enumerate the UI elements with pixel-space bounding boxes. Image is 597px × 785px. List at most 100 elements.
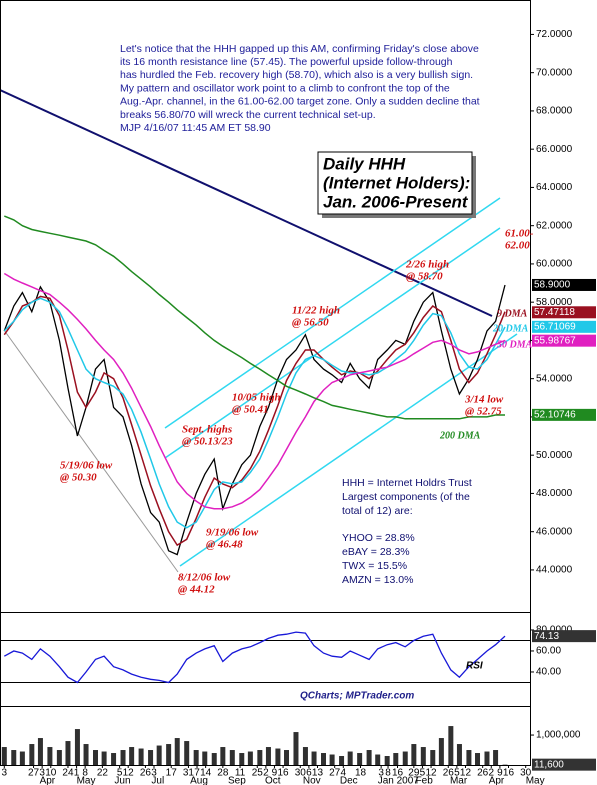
y-tick-label: 48.0000 bbox=[536, 488, 573, 499]
price-line bbox=[3, 284, 506, 556]
x-tick-label: 26 bbox=[443, 768, 455, 779]
x-tick-label: 3 bbox=[151, 768, 157, 779]
annotation: 2/26 high bbox=[405, 259, 449, 271]
annotation: 8/12/06 low bbox=[178, 572, 231, 584]
commentary-line: its 16 month resistance line (57.45). Th… bbox=[120, 56, 453, 68]
x-tick-label: 8 bbox=[385, 768, 391, 779]
title-line: Daily HHH bbox=[323, 154, 406, 173]
x-tick-label: 5 bbox=[454, 768, 460, 779]
volume-bar bbox=[265, 747, 271, 765]
volume-bar bbox=[347, 751, 353, 765]
annotation: 9/19/06 low bbox=[206, 527, 259, 539]
x-tick-label: 26 bbox=[477, 768, 489, 779]
annotation: 10/05 high bbox=[232, 392, 281, 404]
annotation: @ 44.12 bbox=[178, 584, 215, 596]
volume-bar bbox=[129, 747, 135, 765]
x-tick-label: 28 bbox=[217, 768, 229, 779]
volume-bar bbox=[83, 744, 89, 765]
trend-lines bbox=[0, 89, 518, 573]
volume-bar bbox=[202, 751, 208, 765]
volume-bar bbox=[47, 747, 53, 765]
volume-bar bbox=[148, 750, 154, 765]
x-tick-label: 14 bbox=[200, 768, 212, 779]
month-label: May bbox=[526, 776, 545, 785]
annotation: 5/19/06 low bbox=[60, 460, 113, 472]
x-tick-label: 3 bbox=[39, 768, 45, 779]
last-value-box bbox=[532, 408, 596, 421]
annotation: @ 50.13/23 bbox=[182, 436, 233, 448]
annotation: 3/14 low bbox=[464, 394, 504, 406]
month-label: Sep bbox=[228, 776, 246, 785]
volume-bar bbox=[484, 751, 490, 765]
volume-bar bbox=[1, 747, 7, 765]
annotation: @ 50.30 bbox=[60, 472, 97, 484]
series-line bbox=[4, 215, 505, 420]
annotation: 61.00- bbox=[505, 228, 534, 240]
last-value-label: 56.71069 bbox=[534, 321, 576, 332]
last-value-box bbox=[532, 306, 596, 319]
volume-bar bbox=[220, 747, 226, 765]
volume-bar bbox=[466, 750, 472, 765]
commentary-line: Aug.-Apr. channel, in the 61.00-62.00 ta… bbox=[120, 96, 480, 108]
last-value-box bbox=[532, 334, 596, 347]
volume-bar bbox=[120, 750, 126, 765]
info-line: eBAY = 28.3% bbox=[342, 546, 410, 558]
volume-bar bbox=[74, 729, 80, 765]
last-value-box bbox=[532, 758, 596, 771]
last-value-box bbox=[532, 630, 596, 643]
volume-bar bbox=[239, 753, 245, 765]
x-tick-label: 12 bbox=[425, 768, 437, 779]
y-tick-label: 60.0000 bbox=[536, 259, 573, 270]
x-tick-label: 3 bbox=[2, 768, 8, 779]
series-name: 200 DMA bbox=[439, 430, 481, 441]
volume-bar bbox=[321, 753, 327, 765]
x-tick-label: 30 bbox=[295, 768, 307, 779]
series-line bbox=[3, 272, 506, 510]
last-value-label: 74.13 bbox=[534, 631, 559, 642]
volume-bar bbox=[65, 741, 71, 765]
commentary-line: has hurdled the Feb. recovery high (58.7… bbox=[120, 69, 473, 81]
series-line bbox=[3, 295, 506, 547]
x-tick-label: 27 bbox=[329, 768, 341, 779]
y-tick-label: 70.0000 bbox=[536, 67, 573, 78]
volume-bar bbox=[329, 754, 335, 765]
last-value-box bbox=[532, 278, 596, 291]
x-tick-label: 29 bbox=[408, 768, 420, 779]
volume-bar bbox=[174, 738, 180, 765]
volume-bar bbox=[366, 750, 372, 765]
commentary-line: MJP 4/16/07 11:45 AM ET 58.90 bbox=[120, 122, 271, 134]
info-line: Largest components (of the bbox=[342, 491, 470, 503]
volume-bar bbox=[37, 738, 43, 765]
month-label: Apr bbox=[40, 776, 56, 785]
x-tick-label: 27 bbox=[28, 768, 40, 779]
x-tick-label: 9 bbox=[497, 768, 503, 779]
x-tick-label: 10 bbox=[45, 768, 57, 779]
series-name: RSI bbox=[466, 661, 483, 672]
volume-bar bbox=[111, 753, 117, 765]
volume-bar bbox=[11, 750, 17, 765]
volume-bar bbox=[56, 750, 62, 765]
info-line: TWX = 15.5% bbox=[342, 560, 407, 572]
credit: QCharts; MPTrader.com bbox=[300, 691, 414, 702]
x-tick-label: 22 bbox=[97, 768, 109, 779]
annotation: Sept. highs bbox=[182, 424, 232, 436]
volume-bar bbox=[393, 753, 399, 765]
last-value-label: 55.98767 bbox=[534, 335, 576, 346]
annotation: @ 56.50 bbox=[292, 317, 329, 329]
volume-bar bbox=[29, 744, 35, 765]
last-value-label: 57.47118 bbox=[534, 307, 575, 318]
volume-bar bbox=[19, 751, 25, 765]
x-tick-label: 31 bbox=[183, 768, 195, 779]
x-tick-label: 16 bbox=[278, 768, 290, 779]
volume-bar bbox=[93, 750, 99, 765]
volume-bar bbox=[156, 745, 162, 765]
annotation: 62.00 bbox=[505, 240, 530, 252]
month-label: Jul bbox=[151, 776, 164, 785]
volume-bar bbox=[357, 753, 363, 765]
y-tick-label: 62.0000 bbox=[536, 220, 573, 231]
x-tick-label: 30 bbox=[520, 768, 532, 779]
y-tick-label: 68.0000 bbox=[536, 106, 573, 117]
x-tick-label: 2 bbox=[263, 768, 269, 779]
x-tick-label: 3 bbox=[378, 768, 384, 779]
commentary-line: breaks 56.80/70 will wreck the current t… bbox=[120, 109, 376, 121]
